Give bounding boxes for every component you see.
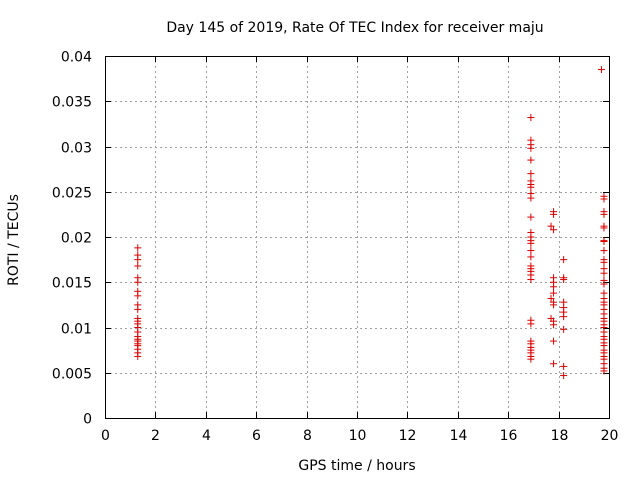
y-tick-label: 0.005 bbox=[52, 367, 92, 383]
data-point bbox=[600, 280, 608, 288]
data-point bbox=[560, 313, 568, 321]
data-point bbox=[560, 362, 568, 370]
x-tick-label: 14 bbox=[450, 428, 468, 444]
x-tick-label: 8 bbox=[303, 428, 312, 444]
y-tick-label: 0.015 bbox=[52, 276, 92, 292]
data-point bbox=[134, 244, 142, 252]
x-tick-label: 4 bbox=[202, 428, 211, 444]
data-point bbox=[560, 371, 568, 379]
data-point bbox=[134, 352, 142, 360]
y-axis-title: ROTI / TECUs bbox=[6, 194, 22, 286]
data-point bbox=[550, 360, 558, 368]
data-point bbox=[134, 256, 142, 264]
y-tick-label: 0 bbox=[83, 412, 92, 428]
y-tick-label: 0.035 bbox=[52, 95, 92, 111]
data-point bbox=[600, 224, 608, 232]
data-point bbox=[600, 195, 608, 203]
data-point bbox=[134, 262, 142, 270]
x-tick-label: 16 bbox=[500, 428, 518, 444]
data-point bbox=[550, 321, 558, 329]
x-tick-label: 12 bbox=[399, 428, 417, 444]
x-axis-title: GPS time / hours bbox=[298, 458, 415, 474]
data-point bbox=[600, 367, 608, 375]
data-point bbox=[527, 183, 535, 191]
y-tick-label: 0.02 bbox=[61, 231, 92, 247]
data-point bbox=[560, 256, 568, 264]
data-point bbox=[550, 226, 558, 234]
data-point bbox=[597, 66, 605, 74]
x-tick-label: 6 bbox=[252, 428, 261, 444]
data-point bbox=[527, 253, 535, 261]
y-tick-label: 0.01 bbox=[61, 322, 92, 338]
y-tick-label: 0.03 bbox=[61, 141, 92, 157]
data-point bbox=[527, 355, 535, 363]
data-point bbox=[550, 210, 558, 218]
data-point bbox=[600, 238, 608, 246]
y-tick-label: 0.025 bbox=[52, 186, 92, 202]
data-point bbox=[527, 276, 535, 284]
data-point bbox=[600, 258, 608, 266]
data-point bbox=[527, 239, 535, 247]
chart-title: Day 145 of 2019, Rate Of TEC Index for r… bbox=[166, 20, 543, 36]
data-point bbox=[527, 144, 535, 152]
grid-lines bbox=[105, 56, 609, 418]
data-point bbox=[550, 301, 558, 309]
data-point bbox=[527, 170, 535, 178]
x-tick-label: 0 bbox=[101, 428, 110, 444]
data-point bbox=[547, 222, 555, 230]
data-point bbox=[600, 247, 608, 255]
y-tick-label: 0.04 bbox=[61, 50, 92, 66]
data-point bbox=[600, 269, 608, 277]
data-point bbox=[550, 337, 558, 345]
data-points bbox=[134, 66, 608, 379]
x-tick-label: 20 bbox=[601, 428, 619, 444]
data-point bbox=[560, 325, 568, 333]
data-point bbox=[527, 114, 535, 122]
data-point bbox=[134, 305, 142, 313]
data-point bbox=[527, 194, 535, 202]
data-point bbox=[134, 278, 142, 286]
data-point bbox=[527, 156, 535, 164]
data-point bbox=[527, 247, 535, 255]
x-tick-label: 2 bbox=[151, 428, 160, 444]
x-axis-tick-labels: 0 2 4 6 8 10 12 14 16 18 20 bbox=[101, 428, 618, 444]
data-point bbox=[547, 295, 555, 303]
data-point bbox=[550, 289, 558, 297]
data-point bbox=[560, 276, 568, 284]
y-axis-tick-labels: 0 0.005 0.01 0.015 0.02 0.025 0.03 0.035 0.04 bbox=[52, 50, 92, 428]
data-point bbox=[600, 210, 608, 218]
data-point bbox=[527, 213, 535, 221]
x-tick-label: 10 bbox=[349, 428, 367, 444]
data-point bbox=[550, 283, 558, 291]
data-point bbox=[134, 292, 142, 300]
x-tick-label: 18 bbox=[551, 428, 569, 444]
data-point bbox=[527, 320, 535, 328]
